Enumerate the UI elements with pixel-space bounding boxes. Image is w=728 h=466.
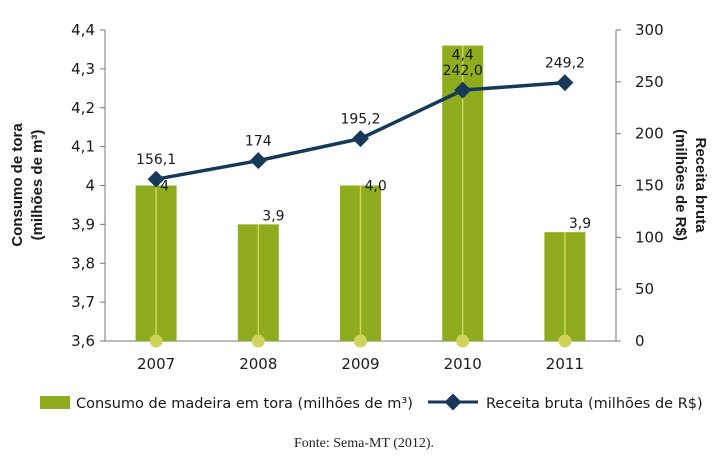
x-tick-label: 2007 [137,355,175,373]
bar-data-label: 4,4 [452,48,474,64]
left-tick-label: 4,1 [71,138,95,156]
bar-base-dot [354,334,367,348]
legend-line-label: Receita bruta (milhões de R$) [486,396,703,412]
x-tick-label: 2010 [444,355,482,373]
line-data-label: 174 [245,134,272,150]
bar-series: 4 3,9 4,0 4,4 3,9 [135,45,591,348]
right-tick-label: 100 [635,228,664,246]
left-tick-label: 4,2 [71,99,95,117]
right-tick-label: 150 [635,177,664,195]
line-data-label: 249,2 [545,56,585,72]
bar-base-dot [149,334,163,348]
right-tick-label: 300 [635,21,664,39]
left-tick-label: 4,4 [71,21,95,39]
line-data-label: 242,0 [443,63,483,79]
left-tick-label: 4,3 [71,60,95,78]
bar-data-label: 3,9 [262,208,284,224]
x-tick-label: 2008 [239,355,277,373]
line-point [352,130,369,148]
left-tick-label: 3,9 [71,215,95,233]
line-series: 156,1 174 195,2 242,0 249,2 [136,56,585,188]
x-tick-label: 2009 [341,355,379,373]
left-axis-ticks: 3,6 3,7 3,8 3,9 4 4,1 4,2 4,3 4,4 [71,21,105,350]
legend-line-marker [444,393,462,411]
left-tick-label: 3,8 [71,254,95,272]
line-point [249,152,267,170]
left-tick-label: 3,7 [71,293,95,311]
line-point [556,74,574,92]
left-axis-title-line1: Consumo de tora [9,123,26,247]
right-tick-label: 0 [635,332,645,350]
right-axis-title-line1: Receita bruta [692,137,709,233]
right-tick-label: 250 [635,73,664,91]
x-axis-tick-labels: 2007 2008 2009 2010 2011 [137,355,584,373]
legend-bar-swatch [40,396,70,409]
legend-bar-label: Consumo de madeira em tora (milhões de m… [76,396,413,412]
legend: Consumo de madeira em tora (milhões de m… [40,393,703,412]
source-caption: Fonte: Sema-MT (2012). [293,436,435,451]
right-tick-label: 50 [635,280,654,298]
right-axis-title-line2: (milhões de R$) [672,129,689,241]
left-tick-label: 3,6 [71,332,95,350]
combo-chart: 3,6 3,7 3,8 3,9 4 4,1 4,2 4,3 4,4 0 50 100 150 200 25… [9,21,709,412]
bar-base-dot [456,334,470,348]
bar-data-label: 4 [160,179,169,195]
right-axis-ticks: 0 50 100 150 200 250 300 [616,21,664,350]
left-tick-label: 4 [85,177,95,195]
x-tick-label: 2011 [546,355,584,373]
left-axis-title-line2: (milhões de m³) [29,130,46,241]
bar-data-label: 3,9 [569,216,591,232]
line-point [454,81,472,99]
bar-base-dot [251,334,265,348]
right-tick-label: 200 [635,125,664,143]
bar-data-label: 4,0 [365,179,387,195]
line-data-label: 156,1 [136,152,176,168]
line-data-label: 195,2 [340,112,380,128]
bar-base-dot [558,334,572,348]
line-point [147,170,165,188]
